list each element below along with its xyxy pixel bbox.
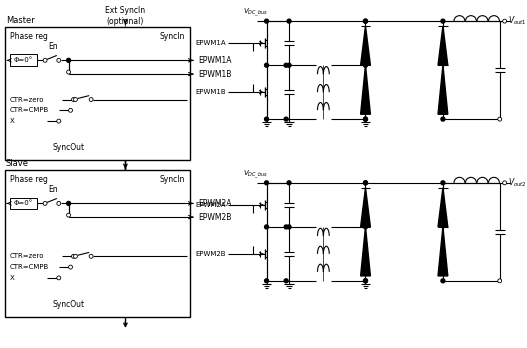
Text: X: X: [10, 118, 15, 124]
Bar: [10, 198, 37, 209]
Circle shape: [364, 279, 367, 283]
Text: SyncIn: SyncIn: [160, 32, 185, 41]
Polygon shape: [360, 188, 370, 227]
Text: $V_{out1}$: $V_{out1}$: [508, 15, 526, 27]
Circle shape: [498, 279, 502, 283]
Circle shape: [287, 181, 291, 185]
Text: Phase reg: Phase reg: [10, 32, 47, 41]
Circle shape: [287, 19, 291, 23]
Circle shape: [364, 117, 367, 121]
Circle shape: [43, 201, 47, 205]
Polygon shape: [438, 188, 448, 227]
Text: EPWM1A: EPWM1A: [198, 56, 231, 65]
Circle shape: [441, 19, 445, 23]
Circle shape: [57, 201, 61, 205]
Circle shape: [284, 63, 288, 67]
Circle shape: [73, 254, 77, 258]
Circle shape: [66, 201, 71, 205]
Circle shape: [73, 97, 77, 102]
Circle shape: [441, 279, 445, 283]
Circle shape: [72, 97, 75, 102]
Text: Phase reg: Phase reg: [10, 175, 47, 184]
Polygon shape: [438, 26, 448, 65]
Circle shape: [43, 58, 47, 62]
Circle shape: [265, 19, 268, 23]
Circle shape: [287, 225, 291, 229]
Circle shape: [284, 279, 288, 283]
Text: $V_{DC\_bus}$: $V_{DC\_bus}$: [243, 7, 268, 19]
Circle shape: [66, 213, 71, 217]
Text: EPWM2A: EPWM2A: [198, 199, 231, 208]
Circle shape: [503, 19, 506, 23]
Circle shape: [284, 117, 288, 121]
Circle shape: [364, 181, 367, 185]
Circle shape: [287, 63, 291, 67]
Text: EPWM1B: EPWM1B: [198, 70, 231, 79]
Circle shape: [265, 181, 268, 185]
Circle shape: [284, 225, 288, 229]
Polygon shape: [360, 26, 370, 65]
Circle shape: [265, 117, 268, 121]
Polygon shape: [360, 65, 370, 114]
Text: SyncOut: SyncOut: [53, 143, 85, 152]
Bar: [5, 170, 190, 317]
Circle shape: [364, 279, 367, 283]
Circle shape: [498, 117, 502, 121]
Polygon shape: [438, 227, 448, 276]
Text: EPWM1A: EPWM1A: [196, 40, 227, 46]
Circle shape: [364, 117, 367, 121]
Text: EPWM1B: EPWM1B: [196, 89, 227, 95]
Text: SyncOut: SyncOut: [53, 300, 85, 309]
Bar: [5, 27, 190, 160]
Circle shape: [57, 119, 61, 123]
Circle shape: [72, 254, 75, 258]
Polygon shape: [438, 65, 448, 114]
Circle shape: [265, 279, 268, 283]
Circle shape: [57, 58, 61, 62]
Text: Φ=0°: Φ=0°: [14, 57, 33, 63]
Circle shape: [66, 58, 71, 62]
Circle shape: [364, 63, 367, 67]
Circle shape: [57, 276, 61, 280]
Text: $V_{out2}$: $V_{out2}$: [508, 176, 526, 189]
Circle shape: [364, 19, 367, 23]
Text: Ext SyncIn
(optional): Ext SyncIn (optional): [105, 7, 145, 26]
Text: CTR=CMPB: CTR=CMPB: [10, 107, 49, 113]
Circle shape: [265, 225, 268, 229]
Bar: [10, 54, 37, 66]
Text: SyncIn: SyncIn: [160, 175, 185, 184]
Text: X: X: [10, 275, 15, 281]
Text: EPWM2A: EPWM2A: [196, 202, 227, 208]
Text: Slave: Slave: [6, 159, 29, 168]
Text: CTR=zero: CTR=zero: [10, 253, 44, 259]
Text: $V_{DC\_bus}$: $V_{DC\_bus}$: [243, 169, 268, 181]
Text: Master: Master: [6, 16, 35, 25]
Circle shape: [364, 19, 367, 23]
Circle shape: [364, 225, 367, 229]
Circle shape: [503, 181, 506, 185]
Circle shape: [441, 117, 445, 121]
Circle shape: [89, 254, 93, 258]
Circle shape: [69, 265, 73, 269]
Text: EPWM2B: EPWM2B: [198, 213, 231, 222]
Text: CTR=zero: CTR=zero: [10, 96, 44, 103]
Circle shape: [69, 108, 73, 112]
Circle shape: [89, 97, 93, 102]
Text: En: En: [48, 184, 58, 193]
Text: CTR=CMPB: CTR=CMPB: [10, 264, 49, 270]
Text: EPWM2B: EPWM2B: [196, 251, 227, 257]
Circle shape: [441, 181, 445, 185]
Text: En: En: [48, 41, 58, 50]
Text: Φ=0°: Φ=0°: [14, 200, 33, 206]
Circle shape: [364, 181, 367, 185]
Polygon shape: [360, 227, 370, 276]
Circle shape: [66, 70, 71, 74]
Circle shape: [265, 63, 268, 67]
